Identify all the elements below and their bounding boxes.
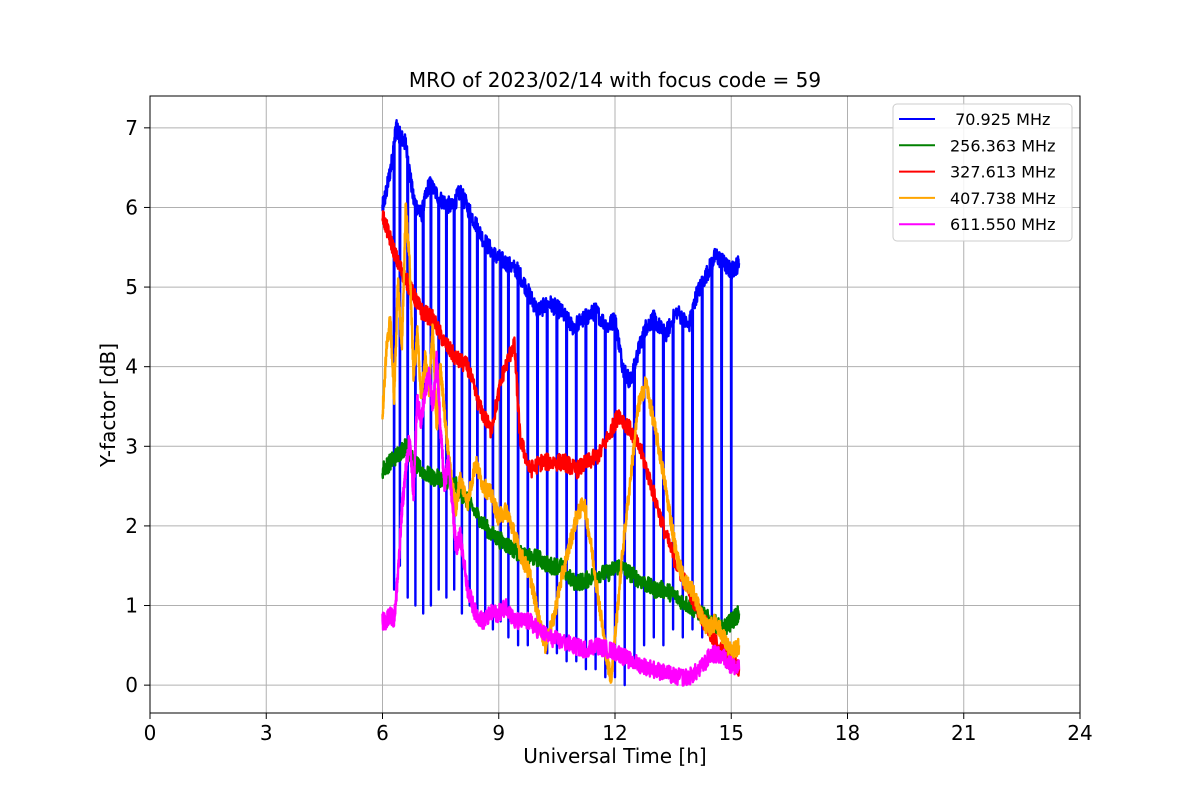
legend-label: 70.925 MHz [950,110,1050,129]
x-tick-label: 3 [260,721,273,745]
y-tick-label: 6 [125,195,138,219]
legend-label: 407.738 MHz [950,189,1055,208]
series-line [381,438,741,638]
series-line [381,119,741,687]
series-layer [381,119,741,687]
y-tick-label: 0 [125,673,138,697]
x-tick-label: 24 [1067,721,1092,745]
x-tick-label: 6 [376,721,389,745]
series-line [381,350,741,687]
y-tick-label: 4 [125,355,138,379]
x-tick-label: 21 [951,721,976,745]
y-tick-label: 1 [125,594,138,618]
legend: 70.925 MHz 256.363 MHz 327.613 MHz 407.738 … [892,103,1073,242]
x-tick-label: 15 [719,721,744,745]
legend-label: 611.550 MHz [950,215,1055,234]
x-tick-label: 12 [602,721,627,745]
y-tick-label: 3 [125,434,138,458]
series-line [381,202,741,684]
y-axis-label: Y-factor [dB] [96,343,120,468]
y-tick-label: 2 [125,514,138,538]
x-tick-label: 9 [492,721,505,745]
y-tick-label: 5 [125,275,138,299]
y-tick-label: 7 [125,116,138,140]
legend-box [892,103,1073,242]
x-tick-label: 0 [144,721,157,745]
chart-title: MRO of 2023/02/14 with focus code = 59 [409,68,821,92]
x-tick-label: 18 [835,721,860,745]
legend-label: 256.363 MHz [950,136,1055,155]
x-axis-label: Universal Time [h] [523,744,706,768]
legend-label: 327.613 MHz [950,163,1055,182]
